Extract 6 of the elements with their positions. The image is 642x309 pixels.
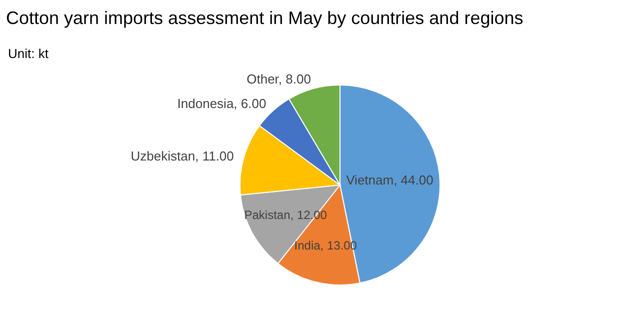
slice-label: Vietnam, 44.00 [346, 172, 434, 188]
chart-title: Cotton yarn imports assessment in May by countries and regions [6, 8, 524, 29]
slice-label: Uzbekistan, 11.00 [130, 148, 234, 164]
slice-label: Indonesia, 6.00 [177, 96, 266, 111]
slice-label: Other, 8.00 [246, 71, 311, 86]
chart-subtitle: Unit: kt [8, 46, 48, 61]
